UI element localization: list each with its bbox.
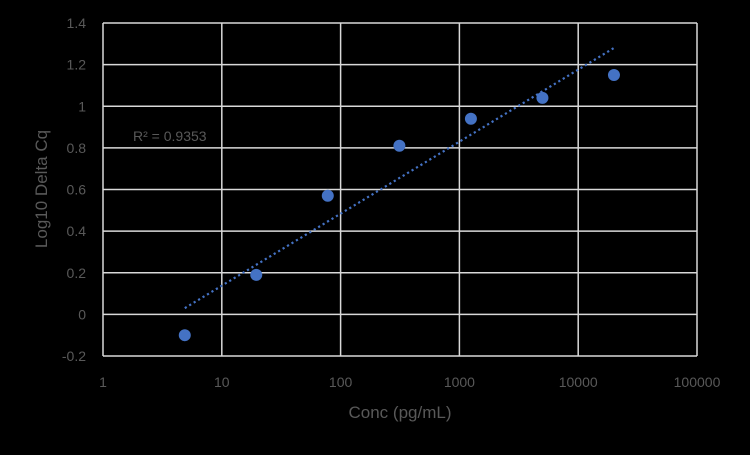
y-axis-title: Log10 Delta Cq bbox=[32, 130, 51, 248]
y-tick-label: 0.6 bbox=[67, 182, 87, 198]
x-tick-label: 1 bbox=[99, 374, 107, 390]
x-axis-tick-labels: 1 10 100 1000 10000 100000 bbox=[99, 374, 720, 390]
data-point-marker bbox=[250, 268, 263, 281]
y-tick-label: 0.2 bbox=[67, 265, 87, 281]
y-tick-label: 1 bbox=[78, 98, 86, 114]
x-tick-label: 100 bbox=[329, 374, 353, 390]
trendline-path bbox=[184, 47, 615, 310]
y-tick-label: 0.4 bbox=[67, 223, 87, 239]
data-point-marker bbox=[464, 112, 477, 125]
y-axis-tick-labels: -0.2 0 0.2 0.4 0.6 0.8 1 1.2 1.4 bbox=[62, 15, 86, 364]
r-squared-annotation: R² = 0.9353 bbox=[133, 128, 207, 144]
x-tick-label: 10000 bbox=[559, 374, 598, 390]
data-point-marker bbox=[536, 91, 549, 104]
y-tick-label: 0.8 bbox=[67, 140, 87, 156]
data-point-marker bbox=[321, 189, 334, 202]
trendline bbox=[184, 47, 615, 310]
gridlines bbox=[102, 22, 698, 357]
data-point-marker bbox=[607, 69, 620, 82]
x-axis-title: Conc (pg/mL) bbox=[349, 403, 452, 422]
y-tick-label: -0.2 bbox=[62, 348, 86, 364]
data-points bbox=[178, 69, 620, 342]
y-tick-label: 0 bbox=[78, 306, 86, 322]
data-point-marker bbox=[393, 139, 406, 152]
x-tick-label: 1000 bbox=[444, 374, 475, 390]
x-tick-label: 100000 bbox=[674, 374, 721, 390]
x-tick-label: 10 bbox=[214, 374, 230, 390]
data-point-marker bbox=[178, 329, 191, 342]
y-tick-label: 1.4 bbox=[67, 15, 87, 31]
y-tick-label: 1.2 bbox=[67, 57, 87, 73]
